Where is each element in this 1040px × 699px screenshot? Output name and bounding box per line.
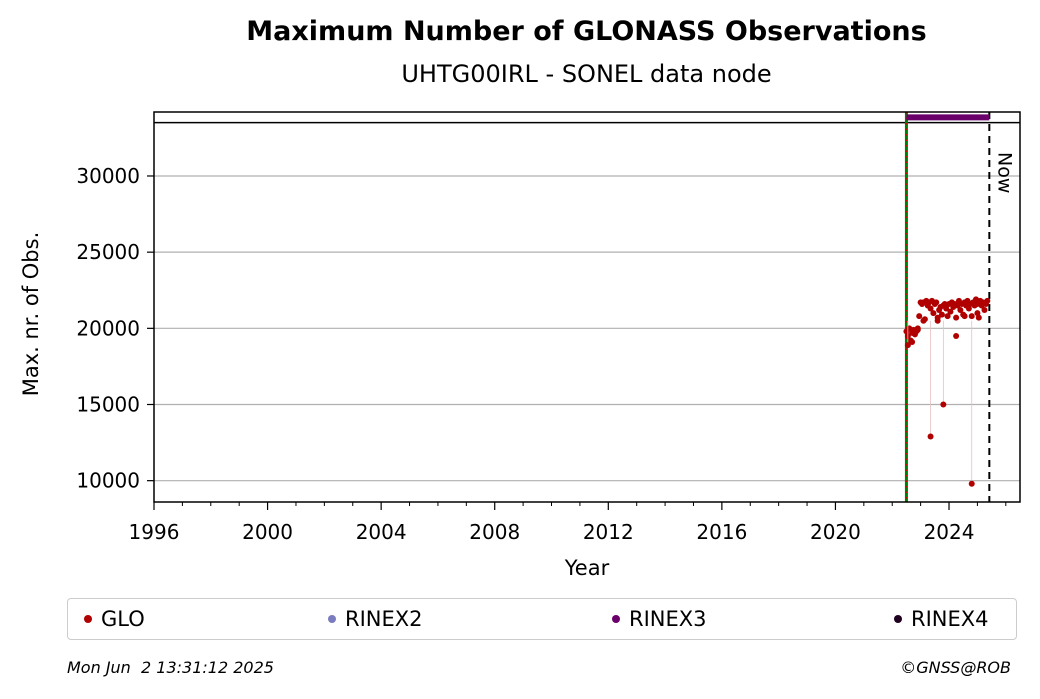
glo-point: [981, 307, 988, 314]
legend: GLO RINEX2 RINEX3 RINEX4: [67, 598, 1017, 640]
legend-label: GLO: [101, 607, 145, 631]
y-tick-label: 20000: [76, 316, 140, 340]
glo-point: [909, 339, 916, 346]
footer-credit: ©GNSS@ROB: [900, 658, 1011, 677]
glo-point: [968, 313, 975, 320]
axes: 10000 15000 20000 25000 30000 1996 2000 2004 200…: [76, 164, 1007, 544]
legend-label: RINEX2: [345, 607, 423, 631]
glo-point: [961, 313, 968, 320]
legend-item-rinex3: RINEX3: [612, 607, 707, 631]
glo-point: [927, 305, 934, 312]
legend-marker-rinex3: [612, 615, 620, 623]
x-tick-label: 2024: [924, 520, 975, 544]
glo-point: [947, 308, 954, 315]
legend-item-rinex4: RINEX4: [894, 607, 989, 631]
glo-point: [927, 433, 934, 440]
legend-label: RINEX4: [911, 607, 989, 631]
y-tick-label: 10000: [76, 469, 140, 493]
legend-marker-glo: [84, 615, 92, 623]
now-label: Now: [993, 152, 1015, 193]
glo-point: [920, 317, 927, 324]
y-tick-label: 15000: [76, 393, 140, 417]
glo-point: [940, 401, 947, 408]
y-tick-label: 25000: [76, 240, 140, 264]
x-tick-label: 2008: [469, 520, 520, 544]
glo-point: [953, 314, 960, 321]
x-tick-label: 2016: [696, 520, 747, 544]
glo-point: [941, 300, 948, 307]
glo-point: [984, 297, 991, 304]
chart-title: Maximum Number of GLONASS Observations: [246, 16, 927, 47]
x-tick-label: 1996: [129, 520, 180, 544]
footer-timestamp: Mon Jun 2 13:31:12 2025: [67, 658, 274, 677]
glo-point: [975, 314, 982, 321]
y-tick-label: 30000: [76, 164, 140, 188]
glo-point: [933, 299, 940, 306]
x-tick-label: 2020: [810, 520, 861, 544]
glo-point: [968, 480, 975, 487]
grid-lines: [154, 175, 1020, 482]
legend-label: RINEX3: [629, 607, 707, 631]
glo-point: [943, 305, 950, 312]
plot-area-frame: [153, 111, 1021, 503]
y-axis-label: Max. nr. of Obs.: [19, 232, 43, 397]
glo-point: [904, 342, 911, 349]
glo-point: [957, 307, 964, 314]
glo-point: [934, 317, 941, 324]
glo-point: [938, 311, 945, 318]
x-tick-label: 2004: [356, 520, 407, 544]
glo-point: [965, 305, 972, 312]
glo-point: [914, 326, 921, 333]
glo-point: [944, 313, 951, 320]
glo-point: [916, 313, 923, 320]
glo-point: [974, 310, 981, 317]
chart-subtitle: UHTG00IRL - SONEL data node: [401, 60, 772, 88]
x-tick-label: 2012: [583, 520, 634, 544]
legend-item-rinex2: RINEX2: [328, 607, 423, 631]
glo-point: [953, 332, 960, 339]
x-tick-label: 2000: [242, 520, 293, 544]
legend-marker-rinex4: [894, 615, 902, 623]
x-axis-label: Year: [564, 556, 610, 580]
data-marks: Now: [154, 112, 1020, 502]
legend-item-glo: GLO: [84, 607, 145, 631]
legend-marker-rinex2: [328, 615, 336, 623]
glo-point: [930, 310, 937, 317]
